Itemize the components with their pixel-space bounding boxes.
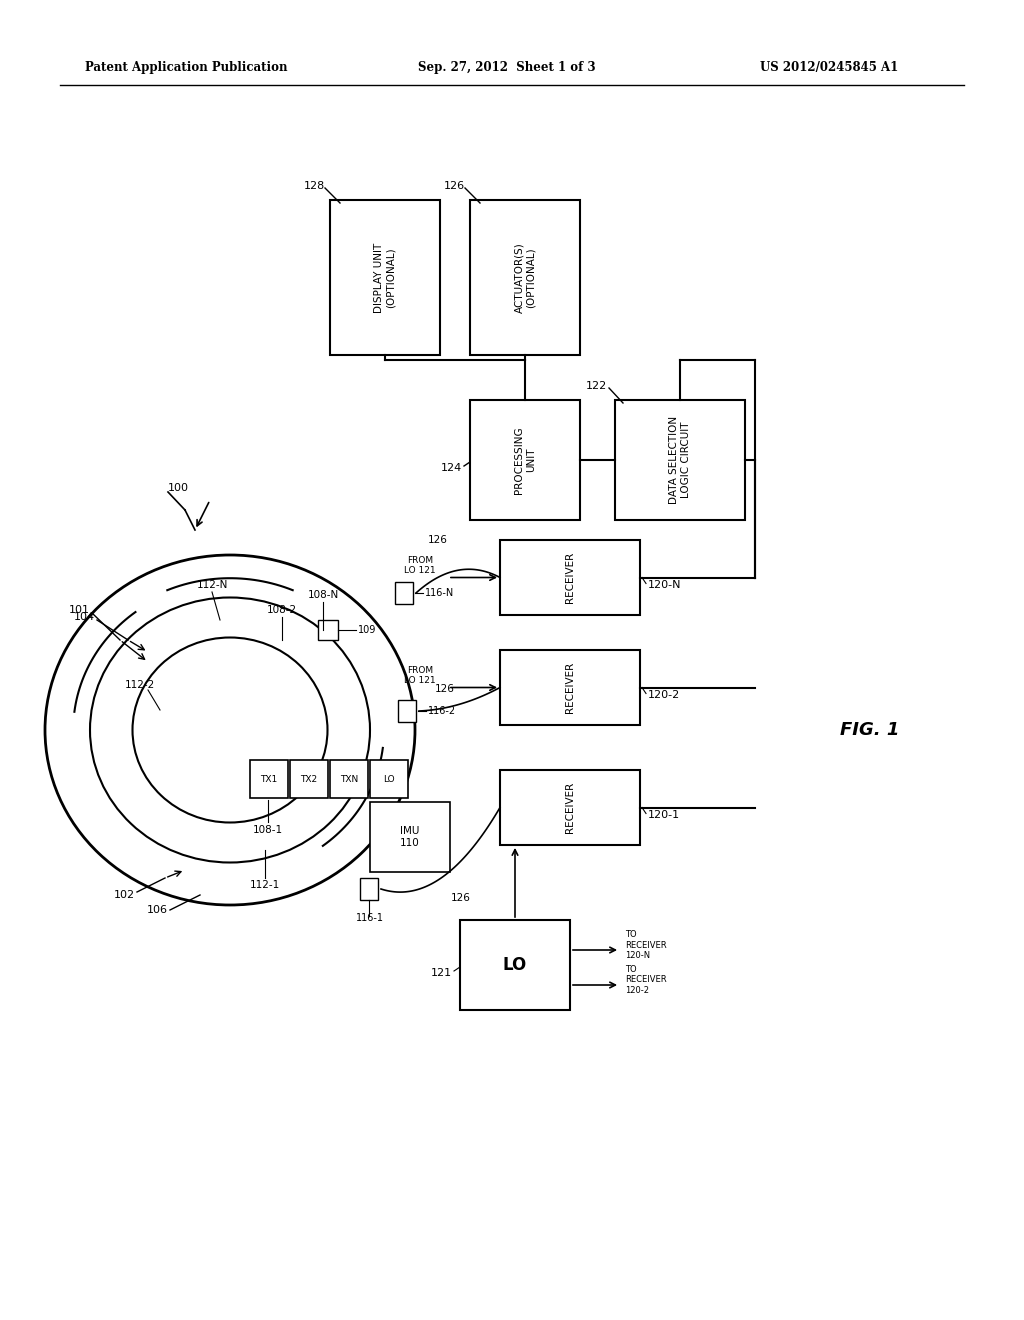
Text: DATA SELECTION
LOGIC CIRCUIT: DATA SELECTION LOGIC CIRCUIT xyxy=(670,416,691,504)
Text: IMU
110: IMU 110 xyxy=(400,826,420,847)
Bar xyxy=(370,803,450,873)
Bar xyxy=(470,400,580,520)
Bar xyxy=(330,201,440,355)
Text: ACTUATOR(S)
(OPTIONAL): ACTUATOR(S) (OPTIONAL) xyxy=(514,242,536,313)
Bar xyxy=(500,540,640,615)
Text: 101: 101 xyxy=(69,605,90,615)
Text: 121: 121 xyxy=(431,968,452,978)
Text: 116-1: 116-1 xyxy=(356,913,384,923)
Text: 108-1: 108-1 xyxy=(253,825,283,836)
Bar xyxy=(250,760,288,799)
Text: 126: 126 xyxy=(434,684,455,694)
Text: 116-N: 116-N xyxy=(425,587,455,598)
Text: FROM
LO 121: FROM LO 121 xyxy=(404,556,436,576)
Bar xyxy=(500,649,640,725)
Text: RECEIVER: RECEIVER xyxy=(565,661,575,713)
Text: LO: LO xyxy=(383,775,395,784)
Bar xyxy=(360,878,378,900)
Text: 100: 100 xyxy=(168,483,189,492)
Text: TX2: TX2 xyxy=(300,775,317,784)
Text: TXN: TXN xyxy=(340,775,358,784)
Text: Patent Application Publication: Patent Application Publication xyxy=(85,62,288,74)
Bar xyxy=(615,400,745,520)
Bar xyxy=(460,920,570,1010)
Bar xyxy=(370,760,408,799)
Text: TO
RECEIVER
120-N: TO RECEIVER 120-N xyxy=(625,931,667,960)
Text: 108-N: 108-N xyxy=(307,590,339,601)
Text: 124: 124 xyxy=(440,463,462,473)
Text: 112-2: 112-2 xyxy=(125,680,155,690)
Text: 126: 126 xyxy=(443,181,465,191)
Text: 122: 122 xyxy=(586,381,607,391)
Text: DISPLAY UNIT
(OPTIONAL): DISPLAY UNIT (OPTIONAL) xyxy=(374,243,396,313)
Text: 106: 106 xyxy=(147,906,168,915)
Text: TO
RECEIVER
120-2: TO RECEIVER 120-2 xyxy=(625,965,667,995)
Text: FROM
LO 121: FROM LO 121 xyxy=(404,665,436,685)
Text: RECEIVER: RECEIVER xyxy=(565,552,575,603)
Text: RECEIVER: RECEIVER xyxy=(565,781,575,833)
Bar xyxy=(500,770,640,845)
Text: 116-2: 116-2 xyxy=(428,706,456,715)
Text: 109: 109 xyxy=(358,624,377,635)
Bar xyxy=(470,201,580,355)
Text: LO: LO xyxy=(503,956,527,974)
Text: 104: 104 xyxy=(74,612,95,622)
Text: 120-N: 120-N xyxy=(648,581,682,590)
Bar xyxy=(290,760,328,799)
Bar xyxy=(318,620,338,640)
Text: 120-1: 120-1 xyxy=(648,810,680,821)
Text: 120-2: 120-2 xyxy=(648,690,680,701)
Text: PROCESSING
UNIT: PROCESSING UNIT xyxy=(514,426,536,494)
Text: 112-N: 112-N xyxy=(197,579,227,590)
Text: 128: 128 xyxy=(304,181,325,191)
Text: Sep. 27, 2012  Sheet 1 of 3: Sep. 27, 2012 Sheet 1 of 3 xyxy=(418,62,596,74)
Text: 108-2: 108-2 xyxy=(267,605,297,615)
Text: FIG. 1: FIG. 1 xyxy=(841,721,900,739)
Bar xyxy=(398,700,416,722)
Text: 126: 126 xyxy=(428,535,447,545)
Bar xyxy=(395,582,413,605)
Text: US 2012/0245845 A1: US 2012/0245845 A1 xyxy=(760,62,898,74)
Text: TX1: TX1 xyxy=(260,775,278,784)
Bar xyxy=(330,760,368,799)
Text: 102: 102 xyxy=(114,890,135,900)
Text: 112-1: 112-1 xyxy=(250,880,281,890)
Text: 126: 126 xyxy=(451,894,471,903)
